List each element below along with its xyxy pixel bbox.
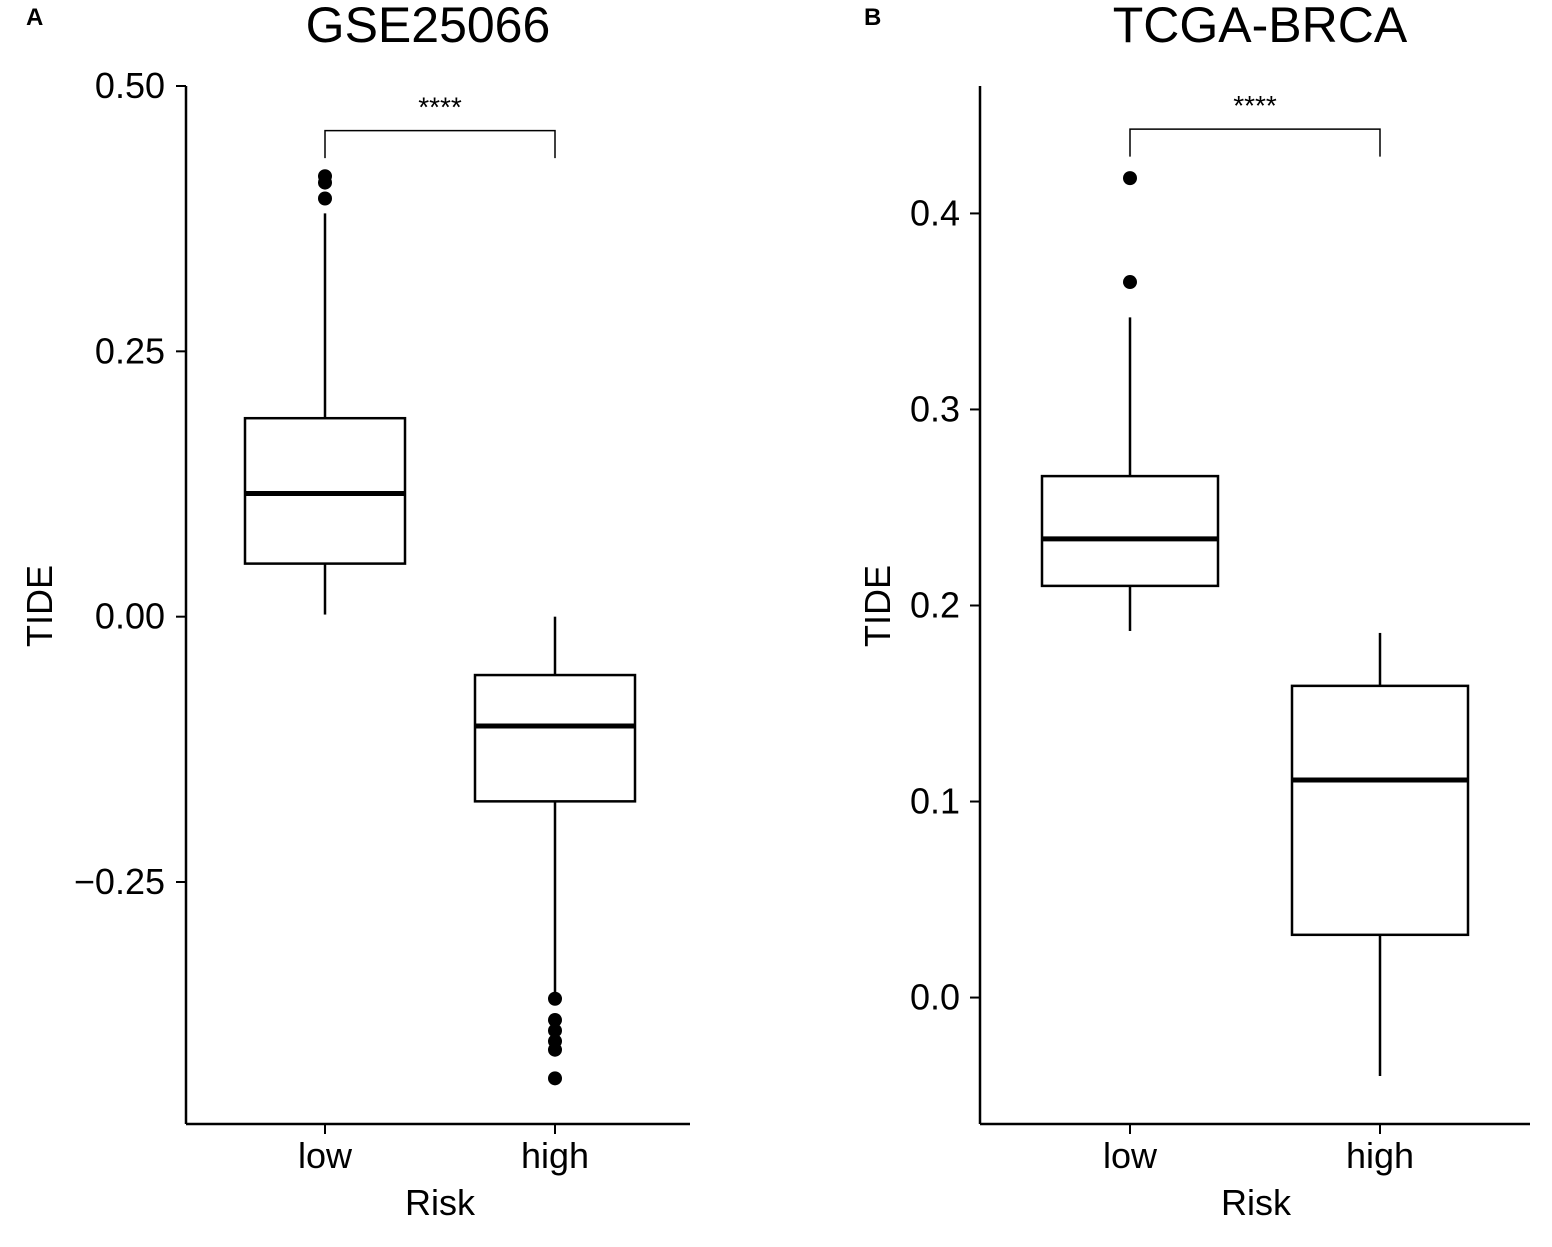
panel-a-box-high-outlier — [548, 1071, 562, 1086]
panel-a-y-tick-label: 0.00 — [95, 596, 165, 637]
panel-a-box-high-outlier — [548, 991, 562, 1006]
panel-a: A GSE25066 Risk TIDE 0.50 0.25 0.00 −0.25 l… — [19, 0, 690, 1223]
panel-b-box-low-iqr — [1040, 474, 1220, 588]
panel-a-y-ticks: 0.50 0.25 0.00 −0.25 — [74, 65, 186, 902]
panel-b-y-ticks: 0.4 0.3 0.2 0.1 0.0 — [910, 192, 980, 1018]
panel-a-x-tick-label-high: high — [521, 1135, 589, 1176]
panel-b: B TCGA-BRCA Risk TIDE 0.4 0.3 0.2 0.1 0.0 lo… — [857, 0, 1530, 1223]
panel-b-significance: **** — [1129, 90, 1381, 157]
panel-b-y-tick-label: 0.0 — [910, 977, 960, 1018]
panel-b-box-low-outlier — [1123, 275, 1137, 290]
panel-b-box-high-iqr — [1290, 684, 1470, 937]
panel-b-significance-label: **** — [1233, 90, 1277, 121]
panel-b-x-axis-label: Risk — [1221, 1182, 1292, 1223]
panel-a-significance: **** — [324, 92, 556, 159]
panel-b-boxes — [1040, 171, 1470, 1076]
panel-a-box-low-outlier — [318, 191, 332, 206]
panel-a-boxes — [243, 169, 637, 1086]
panel-b-y-tick-label: 0.2 — [910, 584, 960, 625]
panel-b-box-low-outlier — [1123, 171, 1137, 186]
panel-a-box-high-outlier — [548, 1042, 562, 1057]
panel-b-y-tick-label: 0.3 — [910, 388, 960, 429]
panel-a-significance-label: **** — [418, 92, 462, 123]
panel-a-axes — [184, 86, 690, 1126]
panel-a-box-high-outlier — [548, 1012, 562, 1027]
panel-a-title: GSE25066 — [306, 0, 551, 53]
panel-a-box-low-iqr — [243, 416, 407, 565]
panel-b-axes — [978, 86, 1530, 1126]
panel-a-letter: A — [26, 4, 43, 31]
panel-a-y-tick-label: 0.25 — [95, 330, 165, 371]
panel-a-box-high-iqr — [473, 673, 637, 803]
panel-b-letter: B — [864, 4, 881, 31]
panel-b-significance-bracket — [1129, 128, 1381, 157]
panel-b-x-tick-label-low: low — [1103, 1135, 1158, 1176]
panel-a-y-tick-label: 0.50 — [95, 65, 165, 106]
panel-b-x-ticks: low high — [1103, 1124, 1414, 1176]
panel-a-y-tick-label: −0.25 — [74, 861, 165, 902]
panel-b-title: TCGA-BRCA — [1113, 0, 1408, 53]
panel-a-box-high-outlier — [548, 1023, 562, 1038]
panel-a-y-axis-label: TIDE — [19, 565, 60, 647]
panel-b-y-tick-label: 0.4 — [910, 192, 960, 233]
panel-a-x-tick-label-low: low — [298, 1135, 353, 1176]
panel-b-y-axis-label: TIDE — [857, 565, 898, 647]
panel-b-y-tick-label: 0.1 — [910, 781, 960, 822]
panel-b-x-tick-label-high: high — [1346, 1135, 1414, 1176]
panel-a-significance-bracket — [324, 129, 556, 159]
panel-a-box-low-outlier — [318, 175, 332, 190]
panel-a-x-axis-label: Risk — [405, 1182, 476, 1223]
panel-a-x-ticks: low high — [298, 1124, 589, 1176]
